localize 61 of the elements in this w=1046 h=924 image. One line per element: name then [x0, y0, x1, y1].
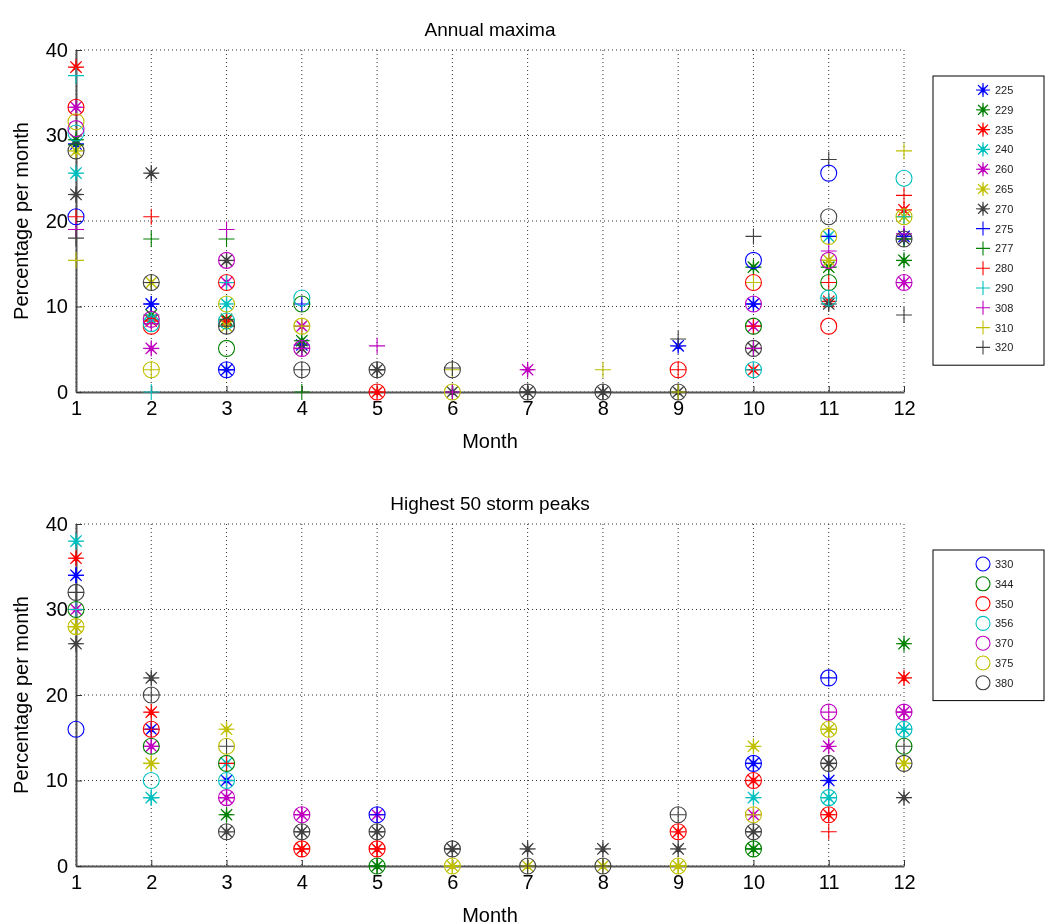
legend-label: 270	[995, 202, 1014, 215]
x-tick-label: 9	[673, 397, 685, 420]
y-tick-label: 10	[45, 769, 68, 792]
x-tick-label: 5	[372, 397, 384, 420]
legend-label: 280	[995, 262, 1014, 275]
legend-label: 229	[995, 103, 1014, 116]
legend-label: 375	[995, 657, 1014, 669]
x-tick-label: 4	[296, 871, 308, 894]
y-tick-label: 0	[56, 854, 68, 877]
x-tick-label: 7	[522, 397, 534, 420]
x-tick-label: 3	[221, 397, 233, 420]
x-tick-label: 4	[296, 397, 308, 420]
y-tick-label: 10	[45, 295, 68, 318]
legend-label: 356	[995, 617, 1014, 630]
legend-label: 265	[995, 183, 1014, 195]
y-axis-title: Percentage per month	[10, 596, 32, 794]
legend-label: 370	[995, 637, 1014, 650]
legend-label: 308	[995, 301, 1014, 314]
x-tick-label: 1	[70, 397, 83, 420]
x-tick-label: 7	[522, 871, 534, 894]
chart-title: Highest 50 storm peaks	[390, 493, 590, 514]
x-tick-label: 12	[893, 871, 916, 894]
x-tick-label: 12	[893, 397, 916, 420]
x-tick-label: 10	[742, 397, 766, 420]
legend-label: 277	[995, 242, 1014, 255]
x-axis-title: Month	[462, 430, 518, 452]
legend-label: 344	[995, 577, 1014, 590]
legend-label: 275	[995, 222, 1014, 235]
legend-label: 240	[995, 143, 1014, 156]
legend-label: 225	[995, 84, 1014, 96]
x-tick-label: 1	[70, 871, 83, 894]
y-tick-label: 0	[56, 380, 68, 403]
y-tick-label: 30	[45, 598, 68, 621]
legend-label: 380	[995, 676, 1014, 689]
x-tick-label: 2	[146, 871, 158, 894]
x-tick-label: 10	[742, 871, 766, 894]
legend-label: 310	[995, 321, 1014, 334]
y-tick-label: 30	[45, 124, 68, 147]
x-tick-label: 6	[447, 397, 459, 420]
y-tick-label: 40	[45, 38, 68, 61]
x-tick-label: 5	[372, 871, 384, 894]
y-axis-title: Percentage per month	[10, 122, 32, 320]
legend-label: 260	[995, 163, 1014, 176]
legend-label: 320	[995, 341, 1014, 354]
x-tick-label: 8	[597, 871, 609, 894]
x-axis-title: Month	[462, 904, 518, 924]
x-tick-label: 3	[221, 871, 233, 894]
y-tick-label: 20	[45, 683, 68, 706]
x-tick-label: 9	[673, 871, 685, 894]
chart-title: Annual maxima	[424, 19, 556, 40]
x-tick-label: 11	[818, 397, 840, 420]
y-tick-label: 40	[45, 512, 68, 535]
x-tick-label: 6	[447, 871, 459, 894]
x-tick-label: 11	[818, 871, 840, 894]
legend-label: 350	[995, 597, 1014, 610]
legend-label: 330	[995, 558, 1014, 570]
y-tick-label: 20	[45, 209, 68, 232]
legend-label: 290	[995, 282, 1014, 294]
x-tick-label: 2	[146, 397, 158, 420]
legend-label: 235	[995, 123, 1014, 136]
x-tick-label: 8	[597, 397, 609, 420]
